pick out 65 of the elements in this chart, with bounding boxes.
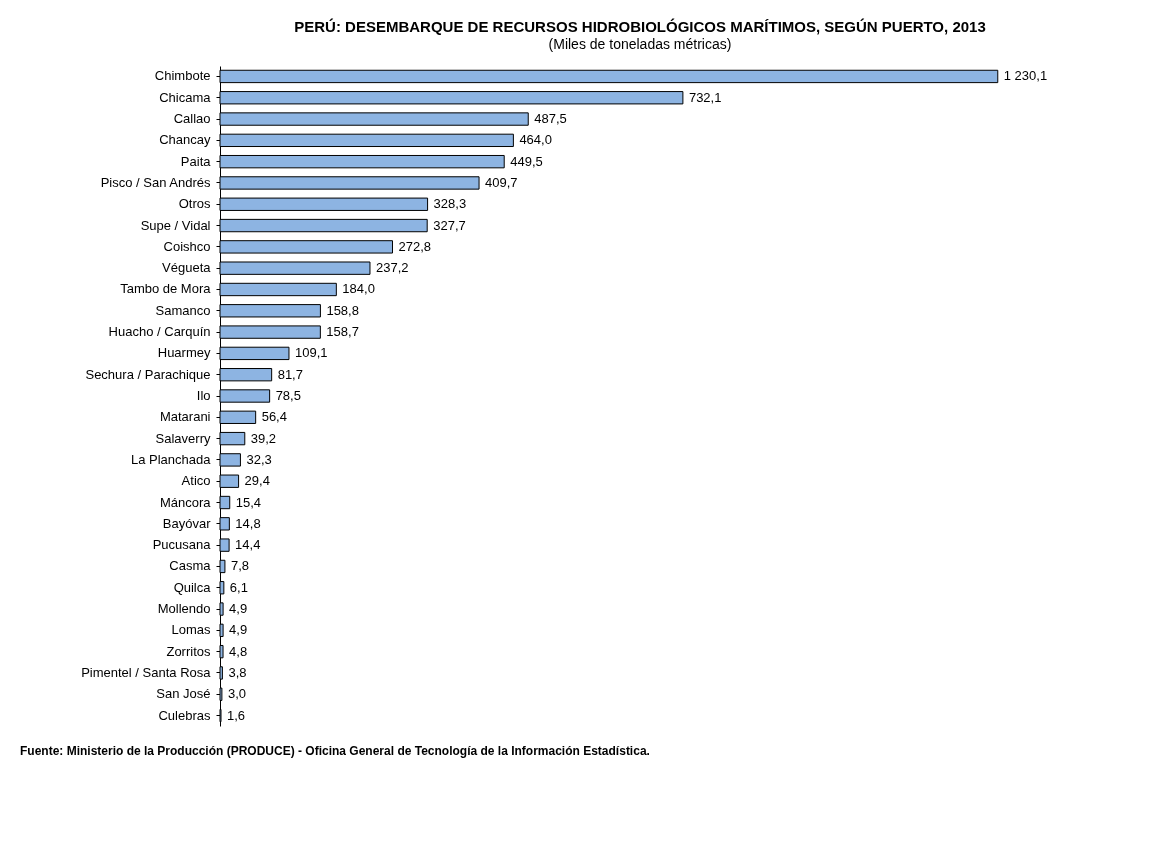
data-label: 158,8 bbox=[326, 302, 359, 318]
data-label: 1 230,1 bbox=[1003, 68, 1048, 84]
y-tick-label: Casma bbox=[169, 558, 212, 574]
y-tick-label: Culebras bbox=[158, 707, 211, 723]
data-label: 449,5 bbox=[510, 153, 543, 169]
y-tick-label: Coishco bbox=[163, 238, 211, 254]
y-tick-label: Máncora bbox=[159, 494, 212, 510]
y-tick-label: Pucusana bbox=[152, 537, 212, 553]
data-label: 56,4 bbox=[261, 409, 287, 425]
y-tick-label: Chimbote bbox=[154, 68, 211, 84]
y-tick-label: Végueta bbox=[162, 260, 212, 276]
data-label: 184,0 bbox=[342, 281, 375, 297]
y-tick-label: Otros bbox=[178, 196, 211, 212]
data-label: 487,5 bbox=[534, 111, 567, 127]
y-tick-label: La Planchada bbox=[130, 451, 212, 467]
data-label: 109,1 bbox=[294, 345, 328, 361]
data-label: 6,1 bbox=[229, 579, 248, 595]
y-tick-label: Chancay bbox=[159, 132, 211, 148]
data-label: 7,8 bbox=[230, 558, 250, 574]
data-label: 14,4 bbox=[235, 537, 261, 553]
y-tick-label: Mollendo bbox=[157, 601, 211, 617]
y-tick-label: Samanco bbox=[155, 302, 211, 318]
y-tick-label: Chicama bbox=[159, 89, 212, 105]
data-label: 78,5 bbox=[275, 388, 301, 403]
data-label: 4,8 bbox=[229, 643, 248, 659]
y-tick-label: Callao bbox=[173, 111, 211, 127]
data-label: 409,7 bbox=[485, 174, 518, 190]
data-label: 3,0 bbox=[227, 686, 246, 702]
y-tick-label: Ilo bbox=[196, 388, 211, 403]
source-note: Fuente: Ministerio de la Producción (PRODUCE) - Oficina General de Tecnología de la Información Estadística. bbox=[20, 744, 650, 758]
data-label: 327,7 bbox=[433, 217, 466, 233]
data-label: 4,9 bbox=[229, 622, 248, 638]
y-tick-label: Tambo de Mora bbox=[120, 281, 212, 297]
y-tick-label: Quilca bbox=[173, 579, 212, 595]
y-tick-label: Paita bbox=[180, 153, 212, 169]
data-label: 3,8 bbox=[228, 664, 247, 680]
chart-title: PERÚ: DESEMBARQUE DE RECURSOS HIDROBIOLÓGICOS MARÍTIMOS, SEGÚN PUERTO, 2013 bbox=[294, 18, 986, 35]
y-tick-label: Bayóvar bbox=[162, 515, 212, 531]
y-tick-label: Sechura / Parachique bbox=[85, 366, 211, 382]
chart-subtitle: (Miles de toneladas métricas) bbox=[548, 36, 732, 52]
y-tick-label: Atico bbox=[181, 473, 211, 489]
y-tick-label: Salaverry bbox=[155, 430, 211, 446]
data-label: 32,3 bbox=[246, 451, 272, 467]
data-label: 29,4 bbox=[244, 473, 270, 489]
data-label: 81,7 bbox=[277, 366, 303, 382]
data-label: 1,6 bbox=[227, 707, 246, 723]
data-label: 732,1 bbox=[688, 89, 722, 105]
y-tick-label: Pimentel / Santa Rosa bbox=[81, 664, 212, 680]
data-label: 272,8 bbox=[398, 238, 432, 254]
y-tick-label: San José bbox=[156, 686, 211, 702]
y-tick-label: Huacho / Carquín bbox=[108, 324, 211, 340]
y-tick-label: Zorritos bbox=[166, 643, 211, 659]
data-label: 237,2 bbox=[375, 260, 409, 276]
y-tick-label: Supe / Vidal bbox=[140, 217, 211, 233]
data-label: 464,0 bbox=[519, 132, 552, 148]
y-tick-label: Huarmey bbox=[157, 345, 211, 361]
data-label: 15,4 bbox=[235, 494, 262, 510]
y-tick-label: Pisco / San Andrés bbox=[100, 174, 211, 190]
data-label: 39,2 bbox=[250, 430, 277, 446]
y-tick-label: Matarani bbox=[159, 409, 211, 425]
data-label: 158,7 bbox=[326, 324, 359, 340]
data-label: 4,9 bbox=[229, 601, 248, 617]
data-label: 14,8 bbox=[235, 515, 261, 531]
data-label: 328,3 bbox=[433, 196, 467, 212]
y-tick-label: Lomas bbox=[171, 622, 211, 638]
